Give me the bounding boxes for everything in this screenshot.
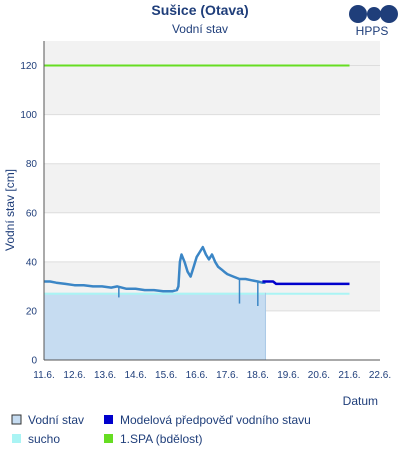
legend-swatch — [12, 434, 21, 443]
y-tick-label: 0 — [31, 356, 37, 367]
chart-title: Sušice (Otava) — [151, 2, 248, 18]
x-tick-label: 19.6. — [277, 370, 299, 381]
grid-band — [44, 163, 380, 213]
logo-circle-left — [349, 5, 367, 23]
logo-text: HPPS — [356, 24, 389, 38]
y-tick-label: 40 — [26, 257, 38, 268]
x-tick-labels: 11.6. 12.6. 13.6. 14.6. 15.6. 16.6. 17.6. 18.6.… — [33, 370, 391, 381]
hpps-logo: HPPS — [349, 5, 398, 38]
axes — [43, 41, 380, 361]
chart-subtitle: Vodní stav — [172, 22, 228, 36]
y-tick-label: 100 — [20, 110, 37, 121]
legend: Vodní stav Modelová předpověď vodního sta… — [11, 413, 311, 446]
x-tick-label: 15.6. — [155, 370, 177, 381]
grid-band — [44, 65, 380, 115]
legend-swatch — [11, 414, 22, 425]
grid-band — [44, 41, 380, 66]
x-tick-label: 22.6. — [369, 370, 391, 381]
observed-line — [44, 245, 266, 293]
logo-circle-right — [380, 5, 398, 23]
area-fills — [44, 292, 266, 360]
x-tick-label: 13.6. — [94, 370, 116, 381]
legend-label: Modelová předpověď vodního stavu — [120, 413, 311, 427]
legend-label: Vodní stav — [28, 413, 84, 427]
y-tick-labels: 0 20 40 60 80 100 120 — [20, 61, 37, 366]
legend-swatch — [104, 415, 113, 424]
legend-label: sucho — [28, 432, 60, 446]
x-axis-label: Datum — [343, 394, 378, 408]
x-tick-label: 17.6. — [216, 370, 238, 381]
x-tick-label: 11.6. — [33, 370, 55, 381]
x-tick-label: 21.6. — [338, 370, 360, 381]
y-tick-label: 20 — [26, 306, 38, 317]
y-tick-label: 120 — [20, 61, 37, 72]
x-tick-label: 12.6. — [63, 370, 85, 381]
legend-label: 1.SPA (bdělost) — [120, 432, 203, 446]
legend-swatch — [104, 434, 113, 443]
x-tick-label: 18.6. — [247, 370, 269, 381]
forecast-line — [262, 280, 350, 286]
observed-area-fill — [44, 292, 266, 360]
series-lines — [44, 64, 350, 360]
y-axis-label: Vodní stav [cm] — [3, 169, 17, 251]
x-tick-label: 20.6. — [308, 370, 330, 381]
x-tick-label: 16.6. — [186, 370, 208, 381]
logo-circle-middle — [367, 7, 381, 21]
grid-bands — [44, 41, 380, 311]
x-tick-label: 14.6. — [125, 370, 147, 381]
y-tick-label: 80 — [26, 159, 38, 170]
y-tick-label: 60 — [26, 208, 38, 219]
